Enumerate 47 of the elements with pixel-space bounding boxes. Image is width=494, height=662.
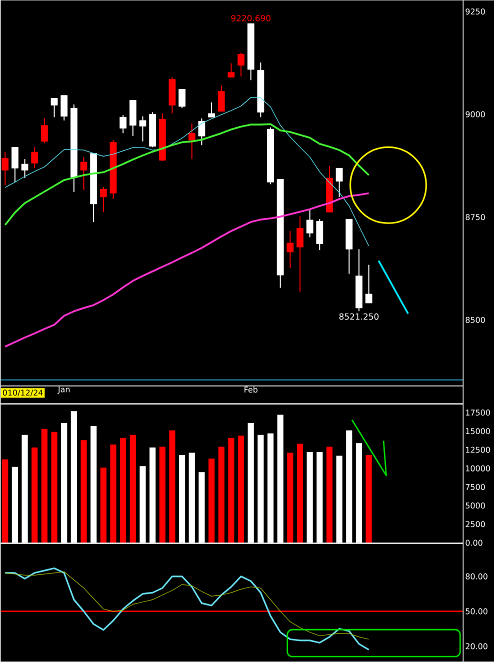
candlestick xyxy=(218,85,225,112)
candlestick xyxy=(100,186,107,213)
candlestick xyxy=(120,114,126,134)
candlestick xyxy=(178,88,186,109)
candlestick xyxy=(11,146,18,183)
candlestick xyxy=(336,168,343,198)
bar xyxy=(32,448,38,543)
line-series xyxy=(378,260,409,315)
bar xyxy=(159,446,166,543)
bar xyxy=(169,430,176,543)
bar xyxy=(238,436,244,543)
bar xyxy=(2,459,8,543)
candlestick xyxy=(365,264,372,304)
bar xyxy=(120,438,126,543)
bar xyxy=(208,458,215,543)
candlestick xyxy=(238,52,244,77)
candlestick xyxy=(198,118,206,146)
bar xyxy=(326,446,332,543)
bar xyxy=(228,438,234,543)
bar xyxy=(366,454,372,543)
candlestick xyxy=(286,230,294,269)
candlestick xyxy=(2,152,9,186)
bar xyxy=(218,446,224,543)
bar xyxy=(287,452,294,543)
candlestick xyxy=(50,98,58,118)
candlestick xyxy=(306,208,314,238)
bar xyxy=(130,434,136,543)
line-series xyxy=(4,567,370,651)
candlestick xyxy=(40,118,48,144)
bar xyxy=(41,428,48,543)
candlestick xyxy=(316,218,324,250)
candlestick xyxy=(80,156,88,190)
bar xyxy=(296,444,303,543)
candlestick xyxy=(188,122,196,160)
bar xyxy=(80,440,87,543)
annotation: 9220.690 xyxy=(231,14,270,22)
bar xyxy=(51,432,58,543)
bar xyxy=(110,444,116,543)
candlestick xyxy=(31,146,38,169)
bar xyxy=(100,468,106,543)
candlestick xyxy=(139,116,146,142)
candlestick xyxy=(228,62,235,78)
candlestick xyxy=(208,102,215,118)
candlestick xyxy=(296,216,304,292)
annotation: 8521.250 xyxy=(339,313,379,320)
candlestick xyxy=(21,158,28,179)
candlestick xyxy=(60,94,68,121)
